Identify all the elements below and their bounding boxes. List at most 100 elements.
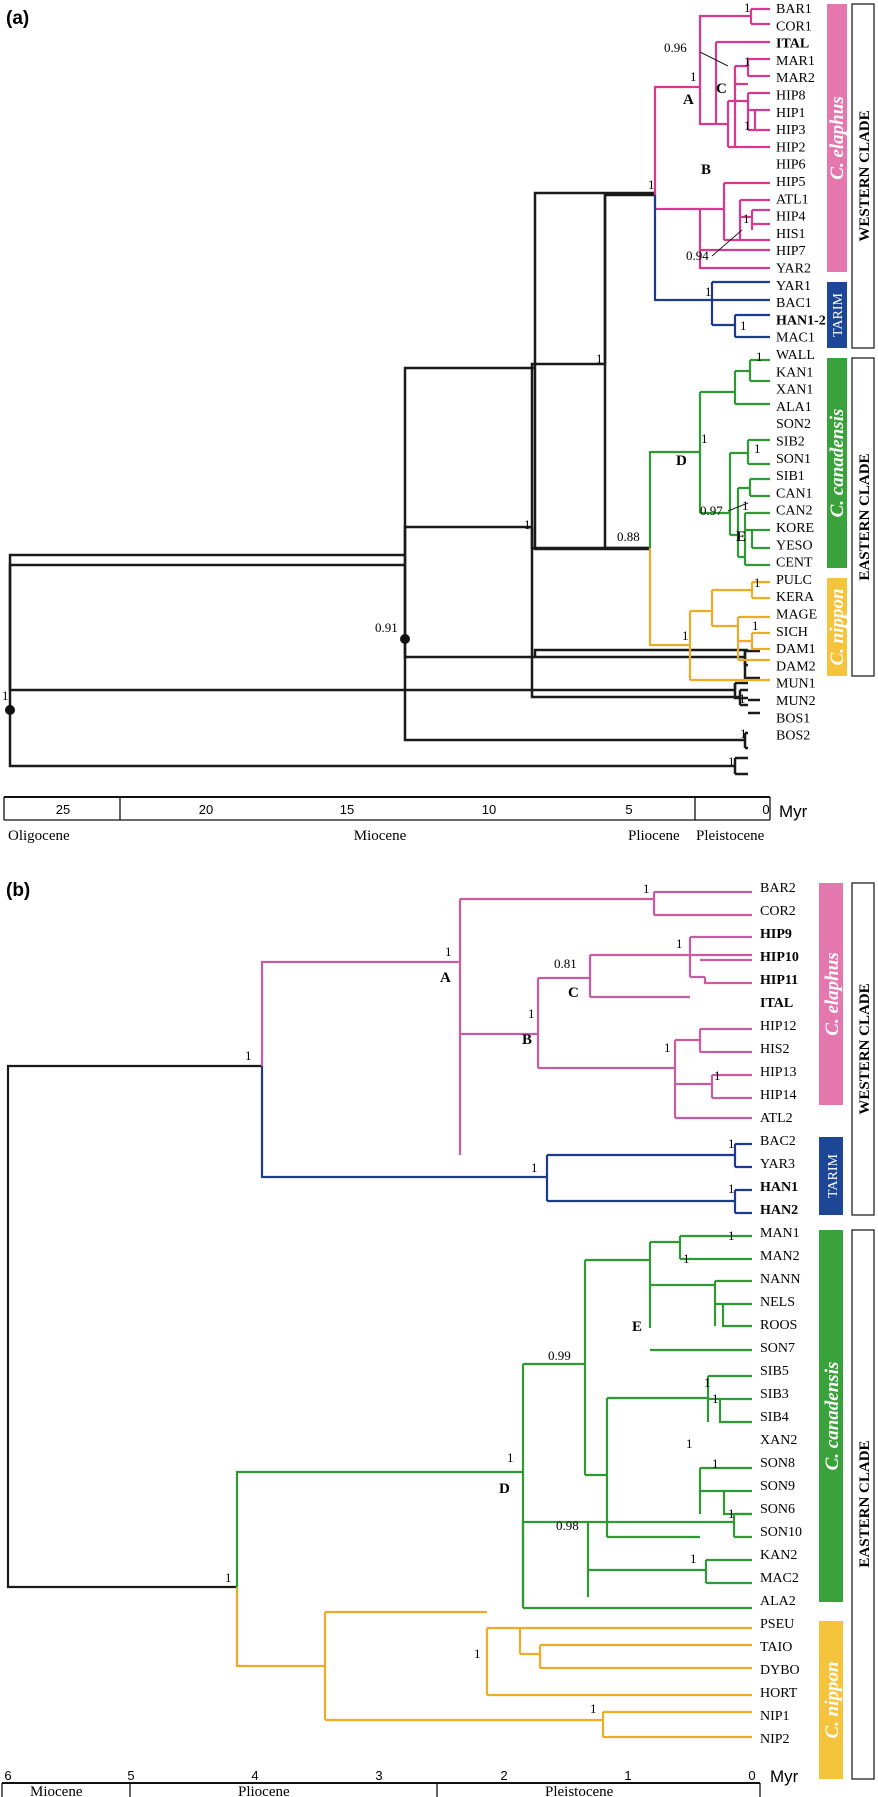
tree-branch xyxy=(521,1512,752,1610)
axis-b-unit: Myr xyxy=(770,1767,799,1786)
group-bar-canadensis-a xyxy=(827,358,847,568)
taxon-label: SON8 xyxy=(760,1456,795,1471)
taxon-label: DYBO xyxy=(760,1663,800,1678)
tree-branch xyxy=(648,358,770,548)
support-value: 1 xyxy=(2,688,9,703)
taxon-label: HAN2 xyxy=(760,1203,798,1218)
group-name-nippon-a: C. nippon xyxy=(827,588,848,665)
taxon-label: HIS1 xyxy=(776,227,806,242)
support-value: 1 xyxy=(728,1181,735,1196)
taxon-label: HIP13 xyxy=(760,1065,797,1080)
node-label: E xyxy=(736,529,746,545)
support-value: 1 xyxy=(245,1048,252,1063)
support-value: 1 xyxy=(712,1456,719,1471)
support-value: 0.91 xyxy=(375,620,398,635)
tree-a-detail xyxy=(8,193,748,776)
support-value: 1 xyxy=(744,118,751,133)
taxon-label: SON1 xyxy=(776,452,811,467)
taxon-labels-b: BAR2 COR2 HIP9 HIP10 HIP11 ITAL HIP12 HIS2 HIP13… xyxy=(760,881,802,1747)
taxon-label: ATL1 xyxy=(776,192,809,207)
support-value: 1 xyxy=(445,944,452,959)
support-value: 0.88 xyxy=(617,529,640,544)
support-value: 1 xyxy=(742,498,749,513)
support-value: 1 xyxy=(225,1570,232,1585)
taxon-label: NIP1 xyxy=(760,1709,790,1724)
taxon-label: HIS2 xyxy=(760,1042,790,1057)
clade-box-western-b xyxy=(851,882,875,1216)
support-value: 1 xyxy=(524,517,531,532)
taxon-label: NANN xyxy=(760,1272,800,1287)
axis-a-tick: 0 xyxy=(762,802,769,817)
taxon-label: HIP10 xyxy=(760,950,799,965)
group-name-elaphus-a: C. elaphus xyxy=(827,96,848,179)
epoch-pliocene-b: Pliocene xyxy=(238,1784,290,1797)
taxon-label: TAIO xyxy=(760,1640,792,1655)
panel-b-label: (b) xyxy=(6,880,30,901)
support-value: 1 xyxy=(531,1160,538,1175)
taxon-label: SIB1 xyxy=(776,469,805,484)
clade-name-eastern-b: EASTERN CLADE xyxy=(857,1440,873,1567)
support-value: 1 xyxy=(648,177,655,192)
support-value: 1 xyxy=(752,618,759,633)
support-value: 0.97 xyxy=(700,503,723,518)
epoch-miocene: Miocene xyxy=(354,828,407,844)
taxon-label: ROOS xyxy=(760,1318,797,1333)
support-value: 0.81 xyxy=(554,956,577,971)
node-label: C xyxy=(568,985,579,1001)
tree-branch xyxy=(653,195,770,339)
taxon-label: SON9 xyxy=(760,1479,795,1494)
taxon-label: HIP14 xyxy=(760,1088,797,1103)
support-value: 1 xyxy=(728,1228,735,1243)
support-value: 1 xyxy=(728,1136,735,1151)
taxon-label: BAC1 xyxy=(776,296,812,311)
epoch-pleistocene: Pleistocene xyxy=(696,828,765,844)
support-value: 1 xyxy=(701,431,708,446)
taxon-label: PSEU xyxy=(760,1617,794,1632)
taxon-label: HIP6 xyxy=(776,158,806,173)
tree-a xyxy=(8,191,760,715)
taxon-label: HIP11 xyxy=(760,973,798,988)
axis-a-tick: 5 xyxy=(625,802,632,817)
taxon-label: NELS xyxy=(760,1295,795,1310)
taxon-label: BAC2 xyxy=(760,1134,796,1149)
node-label: B xyxy=(701,162,711,178)
tree-branch xyxy=(728,91,770,149)
group-bar-elaphus-b xyxy=(819,883,843,1105)
tree-branch xyxy=(260,890,752,1155)
taxon-label: ITAL xyxy=(776,37,809,52)
axis-b-tick: 4 xyxy=(251,1768,258,1783)
taxon-label: MAC2 xyxy=(760,1571,799,1586)
group-name-tarim-b: TARIM xyxy=(826,1153,841,1198)
tree-branch xyxy=(235,1587,752,1720)
group-bar-tarim-a xyxy=(827,282,847,348)
taxon-label: KORE xyxy=(776,521,814,536)
taxon-label: COR1 xyxy=(776,19,812,34)
group-bar-elaphus-a xyxy=(827,4,847,272)
tree-branch xyxy=(733,57,770,86)
tree-branch xyxy=(749,7,770,26)
node-marker xyxy=(5,705,15,715)
taxon-label: BAR2 xyxy=(760,881,796,896)
support-value: 1 xyxy=(712,1391,719,1406)
taxon-label: KAN2 xyxy=(760,1548,797,1563)
support-value: 1 xyxy=(714,1068,721,1083)
node-label: C xyxy=(716,81,727,97)
support-value: 1 xyxy=(590,1701,597,1716)
support-value: 1 xyxy=(728,754,735,769)
taxon-label: HIP12 xyxy=(760,1019,797,1034)
tree-branch xyxy=(690,615,770,682)
taxon-label: KAN1 xyxy=(776,365,813,380)
panel-b: (b) BAR2 COR2 HIP9 HIP10 HIP11 ITAL HIP12 HIS2 H… xyxy=(6,880,802,1747)
support-value: 1 xyxy=(596,351,603,366)
support-value: 1 xyxy=(754,575,761,590)
axis-b-tick: 5 xyxy=(127,1768,134,1783)
taxon-label: SIB2 xyxy=(776,435,805,450)
support-value: 0.99 xyxy=(548,1348,571,1363)
tree-branch xyxy=(585,1374,752,1537)
taxon-label: MUN1 xyxy=(776,677,816,692)
taxon-label: NIP2 xyxy=(760,1732,790,1747)
support-value: 1 xyxy=(756,349,763,364)
taxon-label: ALA1 xyxy=(776,400,812,415)
node-label: A xyxy=(440,970,451,986)
leader-line xyxy=(727,502,749,512)
